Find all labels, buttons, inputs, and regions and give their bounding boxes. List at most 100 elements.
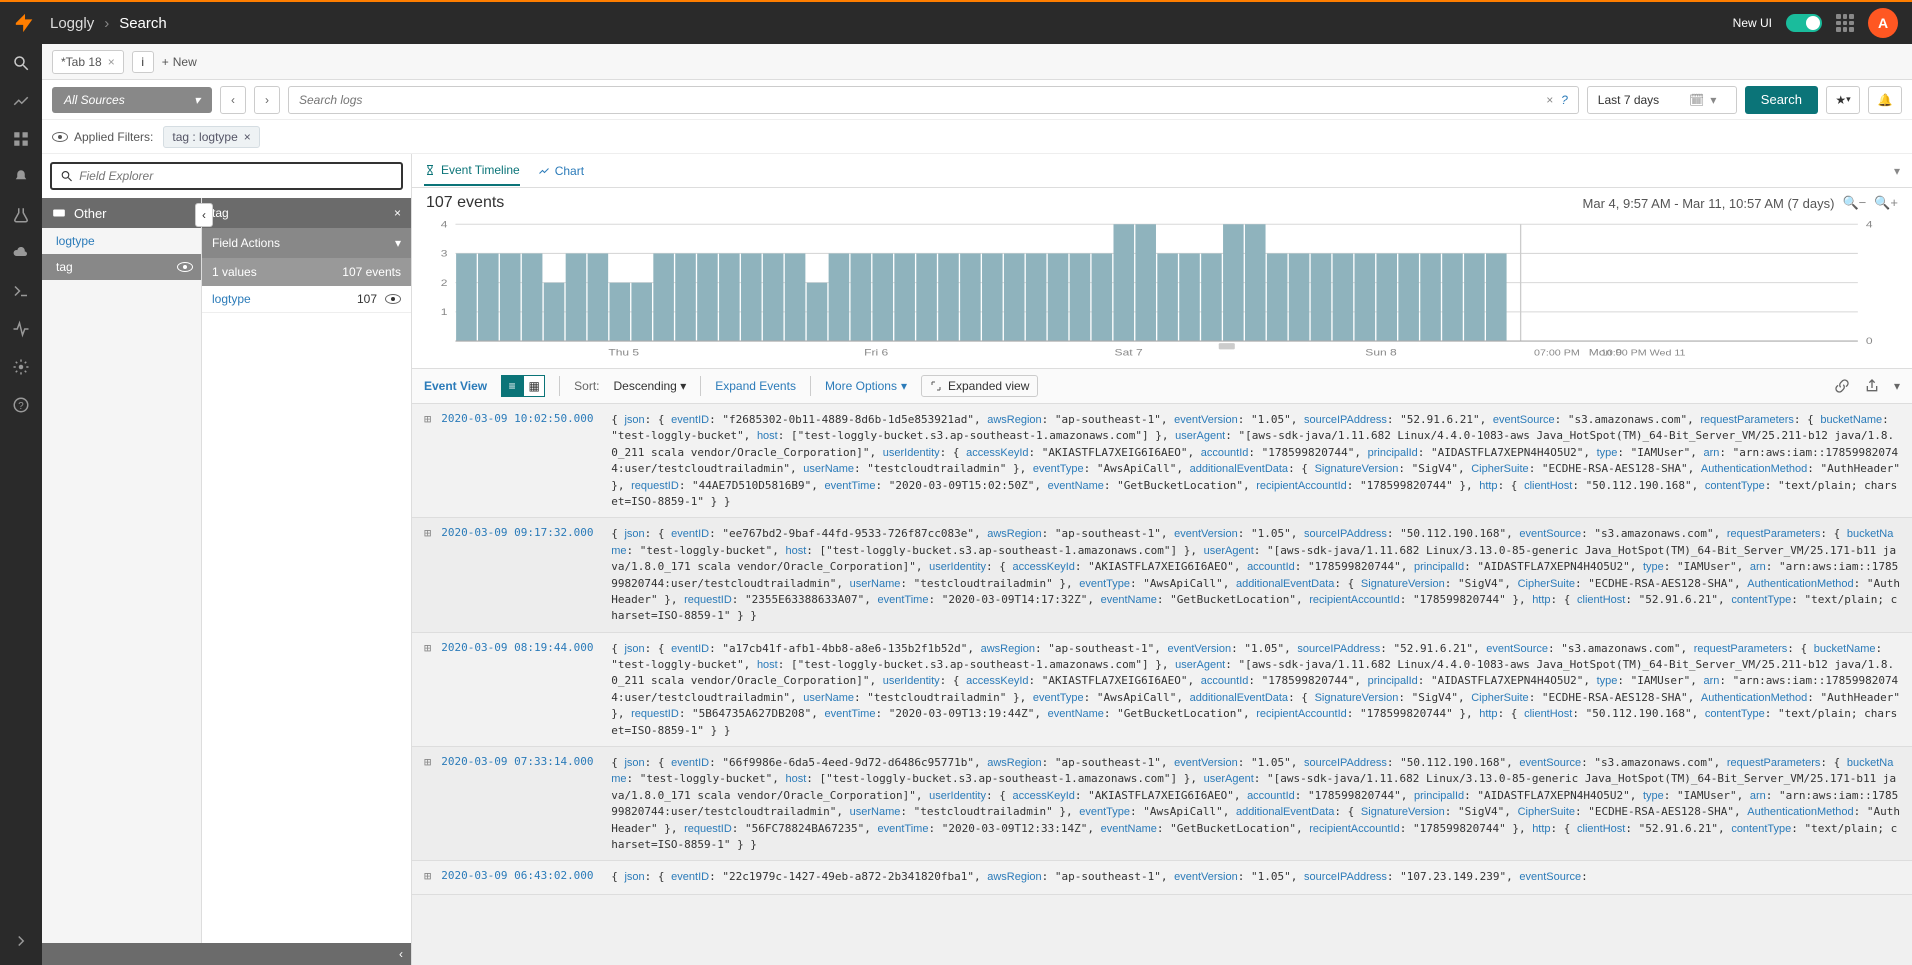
view-toggle: ≡ ▦ xyxy=(501,375,545,397)
list-view-icon[interactable]: ≡ xyxy=(501,375,523,397)
search-icon[interactable] xyxy=(12,54,30,72)
event-row[interactable]: ⊞ 2020-03-09 07:33:14.000 { json: { even… xyxy=(412,747,1912,861)
chart-svg: 123440Thu 5Fri 6Sat 7Sun 8Mon 907:00 PM1… xyxy=(426,218,1898,364)
breadcrumb: Loggly › Search xyxy=(50,15,167,32)
field-search-wrap xyxy=(50,162,403,190)
close-icon[interactable]: × xyxy=(394,206,401,220)
filter-chip[interactable]: tag : logtype × xyxy=(163,126,259,148)
eye-icon[interactable] xyxy=(177,262,193,272)
close-icon[interactable]: × xyxy=(108,55,115,69)
field-value-row[interactable]: logtype 107 xyxy=(202,286,411,313)
favorite-button[interactable]: ★▾ xyxy=(1826,86,1860,114)
event-toolbar: Event View ≡ ▦ Sort: Descending ▾ Expand… xyxy=(412,368,1912,404)
hourglass-icon xyxy=(424,164,436,176)
svg-text:10:00 PM Wed 11: 10:00 PM Wed 11 xyxy=(1601,349,1686,359)
sort-label: Sort: xyxy=(574,379,599,393)
event-row[interactable]: ⊞ 2020-03-09 09:17:32.000 { json: { even… xyxy=(412,518,1912,632)
collapse-panel-icon[interactable]: ‹ xyxy=(42,943,411,965)
alert-button[interactable]: 🔔 xyxy=(1868,86,1902,114)
dashboard-icon[interactable] xyxy=(12,130,30,148)
category-header: Other xyxy=(42,198,201,228)
tabbar: *Tab 18 × i +New xyxy=(42,44,1912,80)
breadcrumb-product[interactable]: Loggly xyxy=(50,15,94,32)
expand-icon[interactable]: ⊞ xyxy=(424,869,431,885)
search-input[interactable] xyxy=(299,93,1546,107)
tab-info-button[interactable]: i xyxy=(132,51,154,73)
timeline-chart[interactable]: 123440Thu 5Fri 6Sat 7Sun 8Mon 907:00 PM1… xyxy=(412,218,1912,368)
help-icon[interactable]: ? xyxy=(12,396,30,414)
event-row[interactable]: ⊞ 2020-03-09 06:43:02.000 { json: { even… xyxy=(412,861,1912,894)
chevron-down-icon: ▾ xyxy=(194,93,200,107)
tab-label: *Tab 18 xyxy=(61,55,102,69)
close-icon[interactable]: × xyxy=(244,130,251,144)
expand-rail-icon[interactable] xyxy=(12,932,30,950)
event-row[interactable]: ⊞ 2020-03-09 08:19:44.000 { json: { even… xyxy=(412,633,1912,747)
svg-text:4: 4 xyxy=(441,220,448,230)
event-timestamp: 2020-03-09 08:19:44.000 xyxy=(441,641,601,738)
new-tab-button[interactable]: +New xyxy=(162,55,197,69)
svg-text:0: 0 xyxy=(1866,336,1873,346)
field-item-logtype[interactable]: logtype xyxy=(42,228,201,254)
help-search-icon[interactable]: ? xyxy=(1561,93,1568,107)
beaker-icon[interactable] xyxy=(12,206,30,224)
svg-text:2: 2 xyxy=(441,278,448,288)
field-header: tag × xyxy=(202,198,411,228)
chevron-right-icon: › xyxy=(104,15,109,32)
history-back-button[interactable]: ‹ xyxy=(220,86,246,114)
new-ui-toggle[interactable] xyxy=(1786,14,1822,32)
expand-icon[interactable]: ⊞ xyxy=(424,755,431,852)
expand-icon[interactable]: ⊞ xyxy=(424,526,431,623)
event-body: { json: { eventID: "22c1979c-1427-49eb-a… xyxy=(611,869,1900,885)
field-explorer: Other ‹ logtype tag tag × xyxy=(42,154,412,965)
event-view-tab[interactable]: Event View xyxy=(424,379,487,393)
sources-dropdown[interactable]: All Sources ▾ xyxy=(52,87,212,113)
field-search-input[interactable] xyxy=(79,169,393,183)
gear-icon[interactable] xyxy=(12,358,30,376)
history-fwd-button[interactable]: › xyxy=(254,86,280,114)
terminal-icon[interactable] xyxy=(12,282,30,300)
bell-icon[interactable] xyxy=(12,168,30,186)
more-options-dropdown[interactable]: More Options ▾ xyxy=(825,379,907,393)
cloud-icon[interactable] xyxy=(12,244,30,262)
event-list[interactable]: ⊞ 2020-03-09 10:02:50.000 { json: { even… xyxy=(412,404,1912,965)
event-body: { json: { eventID: "ee767bd2-9baf-44fd-9… xyxy=(611,526,1900,623)
chevron-down-icon: ▾ xyxy=(395,236,401,250)
clear-icon[interactable]: × xyxy=(1546,93,1553,107)
event-timestamp: 2020-03-09 10:02:50.000 xyxy=(441,412,601,509)
chevron-down-icon[interactable]: ▾ xyxy=(1894,379,1900,393)
tab-timeline[interactable]: Event Timeline xyxy=(424,163,520,186)
expand-icon[interactable]: ⊞ xyxy=(424,641,431,738)
field-categories: Other ‹ logtype tag xyxy=(42,198,202,943)
svg-text:?: ? xyxy=(18,401,24,412)
expand-events-button[interactable]: Expand Events xyxy=(715,379,796,393)
zoom-in-icon[interactable]: 🔍+ xyxy=(1874,195,1898,211)
view-mode-dropdown[interactable]: Expanded view xyxy=(921,375,1038,397)
calendar-icon: 🗓 xyxy=(1689,93,1704,107)
export-icon[interactable] xyxy=(1864,378,1880,394)
zoom-out-icon[interactable]: 🔍− xyxy=(1842,195,1866,211)
event-timestamp: 2020-03-09 06:43:02.000 xyxy=(441,869,601,885)
eye-icon[interactable] xyxy=(385,294,401,304)
search-button[interactable]: Search xyxy=(1745,86,1818,114)
link-icon[interactable] xyxy=(1834,378,1850,394)
field-actions-dropdown[interactable]: Field Actions ▾ xyxy=(202,228,411,258)
chart-icon xyxy=(538,165,550,177)
event-row[interactable]: ⊞ 2020-03-09 10:02:50.000 { json: { even… xyxy=(412,404,1912,518)
field-item-tag[interactable]: tag xyxy=(42,254,201,280)
collapse-left-icon[interactable]: ‹ xyxy=(195,203,213,227)
time-range-dropdown[interactable]: Last 7 days 🗓▾ xyxy=(1587,86,1737,114)
search-tab[interactable]: *Tab 18 × xyxy=(52,50,124,74)
activity-icon[interactable] xyxy=(12,320,30,338)
grid-view-icon[interactable]: ▦ xyxy=(523,375,545,397)
chart-icon[interactable] xyxy=(12,92,30,110)
new-ui-label: New UI xyxy=(1733,16,1772,30)
tab-chart[interactable]: Chart xyxy=(538,164,584,178)
chevron-down-icon[interactable]: ▾ xyxy=(1894,164,1900,178)
event-body: { json: { eventID: "a17cb41f-afb1-4bb8-a… xyxy=(611,641,1900,738)
apps-grid-icon[interactable] xyxy=(1836,14,1854,32)
avatar[interactable]: A xyxy=(1868,8,1898,38)
expand-icon[interactable]: ⊞ xyxy=(424,412,431,509)
svg-text:Sun 8: Sun 8 xyxy=(1365,348,1396,358)
sort-dropdown[interactable]: Descending ▾ xyxy=(613,379,686,393)
eye-icon xyxy=(52,132,68,142)
